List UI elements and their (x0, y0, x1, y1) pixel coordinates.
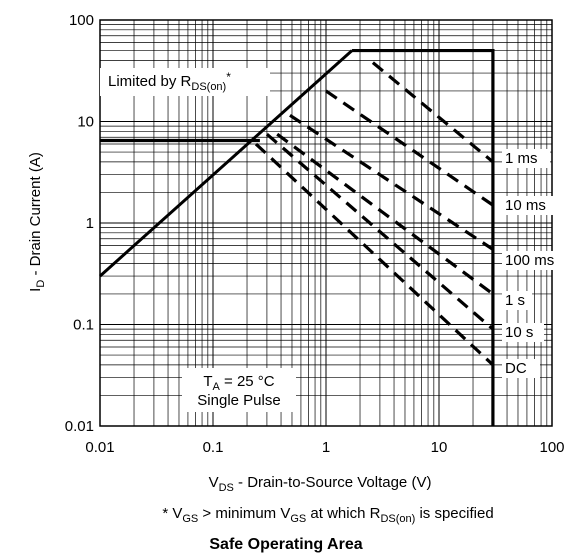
x-tick-label: 0.1 (203, 439, 224, 456)
series-line (254, 142, 495, 367)
series-label-bg (502, 251, 565, 270)
series-label-bg (502, 149, 550, 168)
series-line (265, 132, 494, 331)
y-tick-label: 1 (86, 215, 94, 232)
plot-marks (98, 48, 495, 426)
svg-text:Single Pulse: Single Pulse (197, 392, 280, 409)
x-tick-label: 100 (539, 439, 564, 456)
series-label: 1 ms (505, 150, 538, 167)
series-label: 10 ms (505, 197, 546, 214)
y-tick-label: 0.01 (65, 418, 94, 435)
series-label-bg (502, 323, 544, 342)
y-axis-label: ID - Drain Current (A) (27, 152, 47, 292)
x-tick-label: 0.01 (85, 439, 114, 456)
x-tick-labels: 0.01 0.1 1 10 100 (85, 439, 564, 456)
series-line (276, 132, 494, 296)
rdson-limit-line (98, 49, 354, 278)
x-axis-label: VDS - Drain-to-Source Voltage (V) (209, 474, 432, 494)
series-label-bg (502, 196, 556, 215)
series-label: DC (505, 360, 527, 377)
series-line (325, 89, 494, 207)
y-tick-label: 10 (77, 114, 94, 131)
x-tick-label: 1 (322, 439, 330, 456)
series-label-bg (502, 291, 532, 310)
series-label-bg (502, 359, 540, 378)
series-label: 100 ms (505, 252, 554, 269)
x-tick-label: 10 (431, 439, 448, 456)
chart-title: Safe Operating Area (209, 536, 362, 553)
y-tick-label: 100 (69, 12, 94, 29)
annotation-limited: Limited by RDS(on)* (100, 68, 270, 96)
svg-text:TA = 25 °C: TA = 25 °C (203, 373, 274, 393)
series-labels: 1 ms 10 ms 100 ms 1 s 10 s DC (502, 149, 565, 378)
series-line (371, 61, 494, 164)
limit-boundary-line (352, 48, 495, 426)
plot-frame (99, 19, 553, 427)
y-tick-labels: 100 10 1 0.1 0.01 (65, 12, 94, 435)
footnote: * VGS > minimum VGS at which RDS(on) is … (162, 505, 493, 525)
y-tick-label: 0.1 (73, 317, 94, 334)
series-label: 10 s (505, 324, 533, 341)
series-label: 1 s (505, 292, 525, 309)
annotation-conditions: TA = 25 °C Single Pulse (182, 368, 296, 412)
svg-text:Limited by RDS(on)*: Limited by RDS(on)* (108, 70, 231, 93)
